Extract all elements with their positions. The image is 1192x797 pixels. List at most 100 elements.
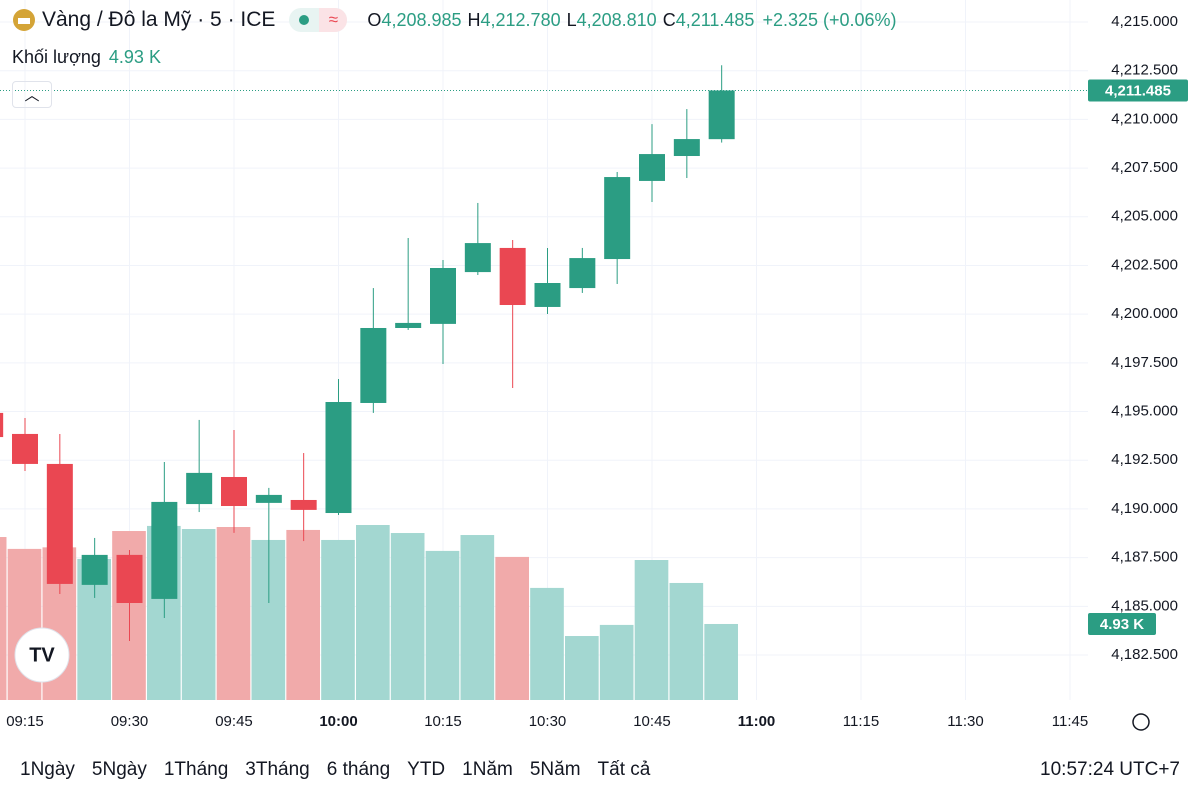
- ohlc-key: H: [467, 9, 481, 30]
- x-tick-label: 09:45: [215, 713, 253, 730]
- logo-mark: TV: [29, 644, 55, 666]
- range-button[interactable]: 5Năm: [529, 759, 581, 780]
- ohlc-key: L: [566, 9, 577, 30]
- ohlc-value: 4,208.985: [381, 9, 462, 30]
- y-tick-label: 4,185.000: [1111, 597, 1178, 614]
- volume-bar: [251, 539, 286, 700]
- volume-bar: [565, 636, 599, 700]
- volume-bar: [460, 535, 495, 700]
- candle-body: [0, 412, 4, 438]
- logo: [14, 627, 70, 683]
- x-tick-label: 11:30: [947, 713, 983, 730]
- volume-badge-label: 4.93 K: [1100, 616, 1144, 633]
- candle-body: [116, 554, 143, 604]
- volume-bar: [425, 550, 460, 700]
- ohlc-key: C: [662, 9, 676, 30]
- volume-bar: [181, 529, 216, 700]
- candle-body: [151, 501, 178, 599]
- y-tick-label: 4,202.500: [1111, 256, 1178, 273]
- volume-bar: [704, 623, 738, 700]
- volume-bar: [216, 527, 251, 700]
- range-button[interactable]: YTD: [407, 759, 446, 780]
- x-tick-label: 10:45: [633, 713, 671, 730]
- candle-body: [186, 472, 213, 505]
- candle-body: [221, 476, 247, 507]
- candle-body: [639, 154, 665, 181]
- y-tick-label: 4,212.500: [1111, 62, 1178, 79]
- last-price-label: 4,211.485: [1105, 82, 1171, 99]
- candle-body: [464, 243, 491, 273]
- volume-bar: [669, 582, 704, 700]
- candle-body: [81, 554, 108, 585]
- ohlc-value: 4,212.780: [480, 9, 561, 30]
- range-button[interactable]: 5Ngày: [91, 759, 147, 780]
- volume-bar: [530, 587, 564, 700]
- range-button[interactable]: 1Ngày: [20, 759, 75, 780]
- ohlc: O4,208.985 H4,212.780 L4,208.810 C4,211.485: [361, 10, 754, 31]
- range-button[interactable]: 6 tháng: [326, 759, 391, 780]
- candle-body: [360, 327, 387, 403]
- volume-bar: [495, 556, 529, 700]
- candle-body: [395, 322, 422, 328]
- y-tick-label: 4,192.500: [1111, 451, 1178, 468]
- ohlc-key: O: [367, 9, 382, 30]
- symbol-icon: [13, 9, 35, 31]
- clock[interactable]: 10:57:24 UTC+7: [1040, 759, 1180, 780]
- x-tick-label: 10:00: [319, 713, 357, 730]
- ohlc-value: 4,211.485: [675, 9, 755, 30]
- y-tick-label: 4,200.000: [1111, 305, 1178, 322]
- candle-body: [12, 433, 38, 464]
- ohlc-value: 4,208.810: [576, 9, 657, 30]
- x-tick-label: 09:30: [111, 713, 149, 730]
- candle-body: [499, 247, 526, 306]
- x-tick-label: 11:15: [843, 713, 879, 730]
- candle-body: [708, 90, 735, 140]
- volume-bar: [599, 624, 634, 700]
- candle-body: [46, 463, 73, 584]
- range-bar: 1Ngày 5Ngày 1Tháng 3Tháng 6 tháng YTD 1Năm 5Năm…: [20, 759, 650, 781]
- collapse-button[interactable]: ︿: [12, 81, 52, 108]
- x-tick-label: 11:45: [1052, 713, 1088, 730]
- volume-label: Khối lượng: [12, 47, 101, 67]
- y-tick-label: 4,190.000: [1111, 500, 1178, 517]
- y-tick-label: 4,210.000: [1111, 110, 1178, 127]
- candle-body: [569, 258, 596, 289]
- candle-body: [534, 282, 561, 307]
- x-tick-label: 11:00: [738, 713, 776, 730]
- candle-body: [430, 268, 456, 324]
- y-tick-label: 4,197.500: [1111, 354, 1178, 371]
- settings-icon[interactable]: [1132, 713, 1150, 731]
- volume-bar: [390, 533, 425, 700]
- volume-value: 4.93 K: [108, 47, 161, 67]
- volume-bar: [634, 560, 669, 700]
- x-tick-label: 09:15: [6, 713, 44, 730]
- y-tick-label: 4,205.000: [1111, 208, 1178, 225]
- volume-legend: Khối lượng 4.93 K: [12, 47, 161, 68]
- y-tick-label: 4,187.500: [1111, 549, 1178, 566]
- header: Vàng / Đô la Mỹ · 5 · ICE ≈ O4,208.985 H4…: [12, 8, 897, 32]
- y-tick-label: 4,182.500: [1111, 646, 1178, 663]
- status-pill[interactable]: ≈: [289, 8, 348, 32]
- x-tick-label: 10:30: [529, 713, 567, 730]
- range-button[interactable]: 1Năm: [462, 759, 513, 780]
- candle-body: [673, 139, 700, 157]
- volume-bar: [321, 539, 355, 700]
- candle-body: [604, 177, 631, 260]
- x-tick-label: 10:15: [424, 713, 462, 730]
- volume-bar: [286, 529, 320, 700]
- last-price-badge: [1088, 79, 1188, 102]
- range-button[interactable]: 1Tháng: [163, 759, 229, 780]
- y-tick-label: 4,207.500: [1111, 159, 1178, 176]
- volume-bar: [356, 525, 390, 700]
- change: +2.325 (+0.06%): [762, 9, 897, 30]
- symbol-title[interactable]: Vàng / Đô la Mỹ · 5 · ICE: [42, 8, 276, 31]
- y-tick-label: 4,215.000: [1111, 13, 1178, 30]
- range-button[interactable]: Tất cả: [597, 759, 651, 780]
- y-tick-label: 4,195.000: [1111, 403, 1178, 420]
- candle-body: [290, 499, 317, 510]
- candle-body: [325, 402, 352, 514]
- volume-bar: [0, 537, 7, 700]
- range-button[interactable]: 3Tháng: [245, 759, 310, 780]
